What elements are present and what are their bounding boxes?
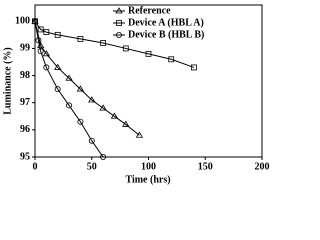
marker [145,50,152,57]
x-tick-label: 50 [87,161,97,172]
marker [88,96,96,103]
marker [66,102,73,109]
chart: Time (hrs) Luminance (%) 95 96 97 98 99 100 0 5… [2,4,270,185]
marker [135,131,144,138]
marker [53,63,62,70]
marker [116,32,123,39]
marker [54,86,61,93]
marker [65,74,73,81]
marker [77,36,84,42]
y-tick-label: 95 [20,151,30,162]
marker [37,48,44,55]
marker [99,104,107,111]
marker [116,20,122,26]
y-tick-label: 97 [20,97,30,108]
x-tick-label: 0 [33,161,38,172]
legend-label: Device A (HBL A) [128,17,204,28]
marker [37,26,44,33]
marker [42,50,51,57]
marker [43,64,50,71]
legend-label: Reference [128,5,171,16]
marker [100,153,107,160]
marker [77,118,84,125]
marker [110,112,119,119]
y-tick-label: 96 [20,124,30,135]
x-tick-label: 200 [255,161,270,172]
y-tick-label: 98 [20,70,30,81]
marker [122,45,129,52]
marker [43,29,50,36]
marker [35,37,42,44]
x-axis-label: Time (hrs) [125,174,170,185]
marker [32,18,39,25]
x-tick-label: 100 [141,161,156,172]
marker [76,85,85,92]
series-line [34,21,104,158]
legend-label: Device B (HBL B) [128,29,204,40]
y-axis-label: Luminance (%) [2,47,13,115]
y-tick-label: 99 [20,43,30,54]
x-tick-label: 150 [198,161,213,172]
marker [54,31,61,38]
marker [122,120,130,127]
marker [88,137,95,144]
marker [190,64,197,71]
marker [115,7,123,14]
series-line [34,21,140,136]
y-tick-label: 100 [15,16,30,27]
marker [168,56,175,63]
marker [100,40,106,46]
